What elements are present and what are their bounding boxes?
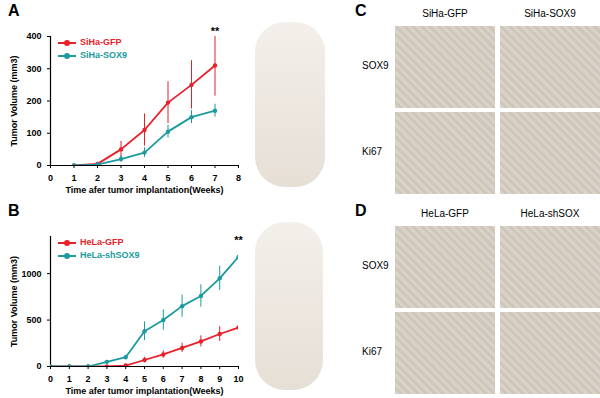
html-text:SOX9: SOX9 xyxy=(362,60,389,71)
svg-text:8: 8 xyxy=(236,173,241,183)
svg-text:5: 5 xyxy=(165,173,170,183)
html-text:HeLa-shSOX9: HeLa-shSOX9 xyxy=(80,250,140,260)
svg-text:0: 0 xyxy=(36,160,41,170)
svg-text:1000: 1000 xyxy=(21,269,41,279)
svg-text:8: 8 xyxy=(198,374,203,384)
svg-text:1: 1 xyxy=(71,173,76,183)
svg-text:9: 9 xyxy=(217,374,222,384)
svg-text:500: 500 xyxy=(26,315,41,325)
svg-text:2: 2 xyxy=(86,374,91,384)
svg-text:1: 1 xyxy=(67,374,72,384)
html-text:HeLa-shSOX: HeLa-shSOX xyxy=(520,208,580,219)
html-text:Ki67: Ki67 xyxy=(362,346,382,357)
svg-text:300: 300 xyxy=(26,64,41,74)
svg-text:6: 6 xyxy=(161,374,166,384)
svg-text:200: 200 xyxy=(26,96,41,106)
svg-text:6: 6 xyxy=(189,173,194,183)
svg-text:3: 3 xyxy=(118,173,123,183)
svg-text:Time afer tumor implantation(W: Time afer tumor implantation(Weeks) xyxy=(65,185,223,195)
html-text:SiHa-GFP: SiHa-GFP xyxy=(80,37,122,47)
svg-text:Tumor Volume (mm3): Tumor Volume (mm3) xyxy=(9,256,19,347)
svg-text:7: 7 xyxy=(212,173,217,183)
svg-text:**: ** xyxy=(211,25,220,37)
svg-text:0: 0 xyxy=(48,173,53,183)
svg-text:4: 4 xyxy=(142,173,147,183)
svg-text:Tumor Volume (mm3): Tumor Volume (mm3) xyxy=(9,55,19,146)
html-text:SiHa-SOX9: SiHa-SOX9 xyxy=(524,8,576,19)
svg-text:0: 0 xyxy=(48,374,53,384)
svg-text:10: 10 xyxy=(233,374,243,384)
svg-text:0: 0 xyxy=(36,361,41,371)
html-text:SiHa-SOX9: SiHa-SOX9 xyxy=(80,50,127,60)
html-text:Ki67: Ki67 xyxy=(362,146,382,157)
svg-text:100: 100 xyxy=(26,128,41,138)
html-text:HeLa-GFP: HeLa-GFP xyxy=(421,208,469,219)
html-text:HeLa-GFP: HeLa-GFP xyxy=(80,237,124,247)
svg-text:4: 4 xyxy=(123,374,128,384)
svg-text:5: 5 xyxy=(142,374,147,384)
html-text:SiHa-GFP: SiHa-GFP xyxy=(422,8,468,19)
svg-text:400: 400 xyxy=(26,31,41,41)
html-text:SOX9: SOX9 xyxy=(362,260,389,271)
html-text:A: A xyxy=(8,2,20,19)
html-text:B: B xyxy=(8,202,20,219)
svg-text:3: 3 xyxy=(104,374,109,384)
html-text:D: D xyxy=(355,202,367,219)
html-text:C: C xyxy=(355,2,367,19)
svg-text:**: ** xyxy=(234,234,243,246)
svg-text:Time afer tumor implantation(W: Time afer tumor implantation(Weeks) xyxy=(65,386,223,396)
svg-text:7: 7 xyxy=(180,374,185,384)
svg-text:2: 2 xyxy=(95,173,100,183)
